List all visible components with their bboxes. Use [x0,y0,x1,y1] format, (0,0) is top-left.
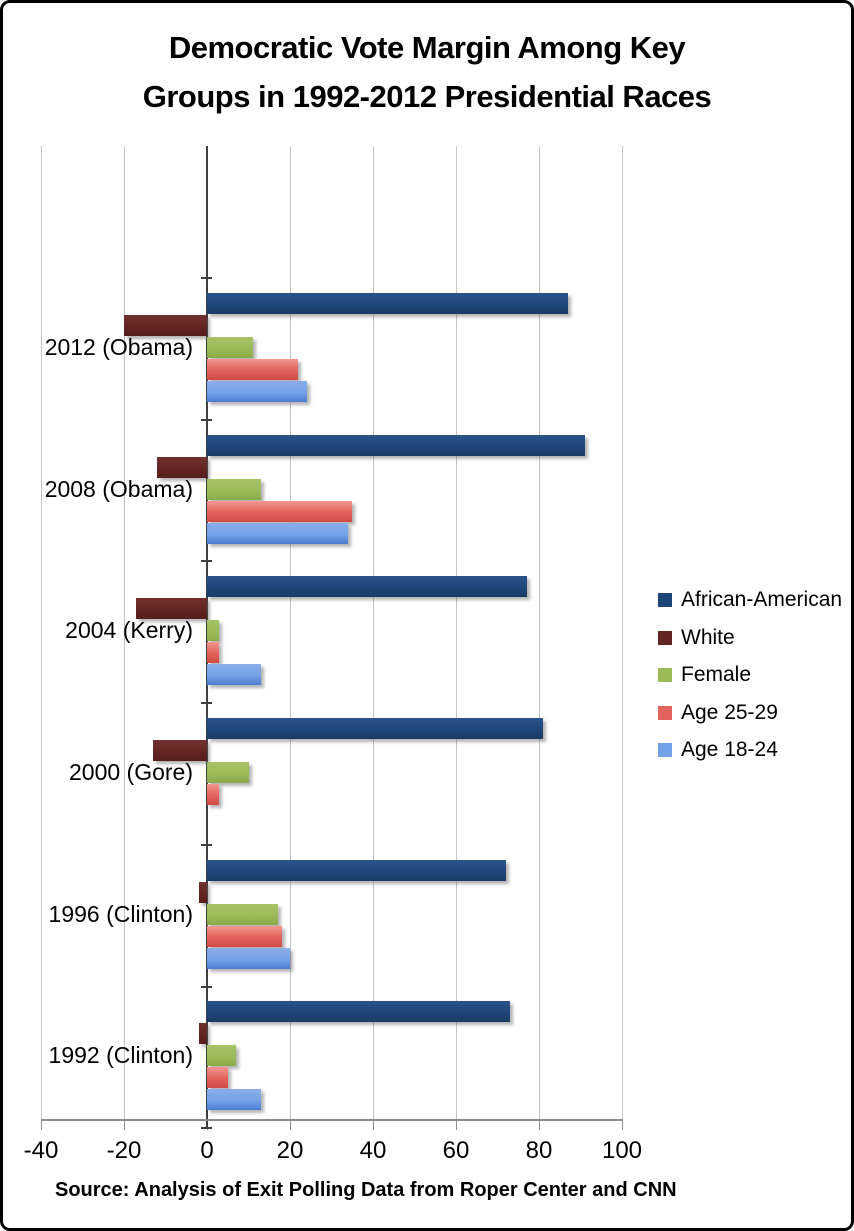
bar-female-1992-clinton [207,1045,237,1066]
legend-item-female: Female [658,662,751,688]
bar-african-american-1996-clinton [207,860,506,881]
bar-age-25-29-2012-obama [207,359,299,380]
x-axis-tick [41,1119,42,1130]
x-axis-label: 60 [442,1137,470,1164]
x-axis-label: 100 [601,1137,643,1164]
bar-african-american-2008-obama [207,435,585,456]
x-axis-label: -40 [23,1137,59,1164]
bar-female-2012-obama [207,337,253,358]
bar-age-18-24-2008-obama [207,523,349,544]
bar-female-2008-obama [207,479,261,500]
bar-white-2004-kerry [136,598,207,619]
x-axis-tick [124,1119,125,1130]
legend-label: White [681,625,735,649]
x-axis-label: 40 [359,1137,387,1164]
gridline [40,146,42,1119]
legend-label: Age 25-29 [681,700,778,724]
category-axis-tick [201,986,212,988]
bar-age-25-29-2000-gore [207,784,220,805]
bar-female-2004-kerry [207,620,220,641]
bar-age-25-29-2004-kerry [207,642,220,663]
legend-swatch-age-18-24 [658,743,672,757]
category-axis-tick [201,560,212,562]
bar-african-american-2012-obama [207,293,569,314]
gridline [123,146,125,1119]
bar-age-18-24-2004-kerry [207,664,261,685]
bar-white-1992-clinton [198,1023,207,1044]
x-axis-tick [456,1119,457,1130]
legend-swatch-female [658,668,672,682]
x-axis-label: -20 [106,1137,142,1164]
bar-african-american-2004-kerry [207,576,527,597]
category-axis-tick [201,702,212,704]
x-axis-tick [373,1119,374,1130]
bar-age-18-24-1992-clinton [207,1089,261,1110]
x-axis-label: 0 [200,1137,214,1164]
x-axis-label: 80 [525,1137,553,1164]
x-axis-tick [622,1119,623,1130]
bar-age-18-24-1996-clinton [207,948,290,969]
category-label-2004-kerry: 2004 (Kerry) [65,617,193,643]
bar-african-american-2000-gore [207,718,544,739]
gridline [455,146,457,1119]
category-axis-tick [201,419,212,421]
gridline [372,146,374,1119]
bar-age-25-29-2008-obama [207,501,353,522]
legend-item-age-25-29: Age 25-29 [658,700,778,726]
category-axis-tick [201,1127,212,1129]
category-label-1996-clinton: 1996 (Clinton) [48,901,193,927]
category-label-2012-obama: 2012 (Obama) [44,334,193,360]
legend-swatch-african-american [658,593,672,607]
bar-female-1996-clinton [207,904,278,925]
category-label-2008-obama: 2008 (Obama) [44,476,193,502]
legend-item-white: White [658,625,735,651]
category-label-1992-clinton: 1992 (Clinton) [48,1042,193,1068]
gridline [621,146,623,1119]
x-axis-tick [290,1119,291,1130]
gridline [289,146,291,1119]
bar-african-american-1992-clinton [207,1001,510,1022]
bar-age-25-29-1992-clinton [207,1067,228,1088]
bar-white-2000-gore [153,740,207,761]
category-label-2000-gore: 2000 (Gore) [68,759,193,785]
chart-title: Democratic Vote Margin Among Key Groups … [142,30,712,114]
category-axis-tick [201,277,212,279]
bar-white-1996-clinton [198,882,207,903]
legend-label: Age 18-24 [681,738,778,761]
category-axis-tick [201,844,212,846]
legend-item-african-american: African-American [658,587,842,613]
bar-female-2000-gore [207,762,249,783]
legend-label: Female [681,663,752,686]
bar-age-25-29-1996-clinton [207,926,282,947]
legend-swatch-age-25-29 [658,705,672,720]
gridline [538,146,540,1119]
legend-swatch-white [658,630,672,645]
x-axis-label: 20 [276,1137,304,1164]
plot-area: -40 -20 0 20 40 60 80 100 2012 (Obama) 2008 (Obam… [3,3,851,1228]
legend-label: African-American [681,588,843,611]
bar-age-18-24-2012-obama [207,381,307,402]
bar-white-2008-obama [157,457,207,478]
x-axis-line [41,1119,623,1121]
legend-item-age-18-24: Age 18-24 [658,737,778,763]
bar-white-2012-obama [124,315,207,336]
x-axis-tick [539,1119,540,1130]
source-note: Source: Analysis of Exit Polling Data fr… [55,1179,677,1201]
